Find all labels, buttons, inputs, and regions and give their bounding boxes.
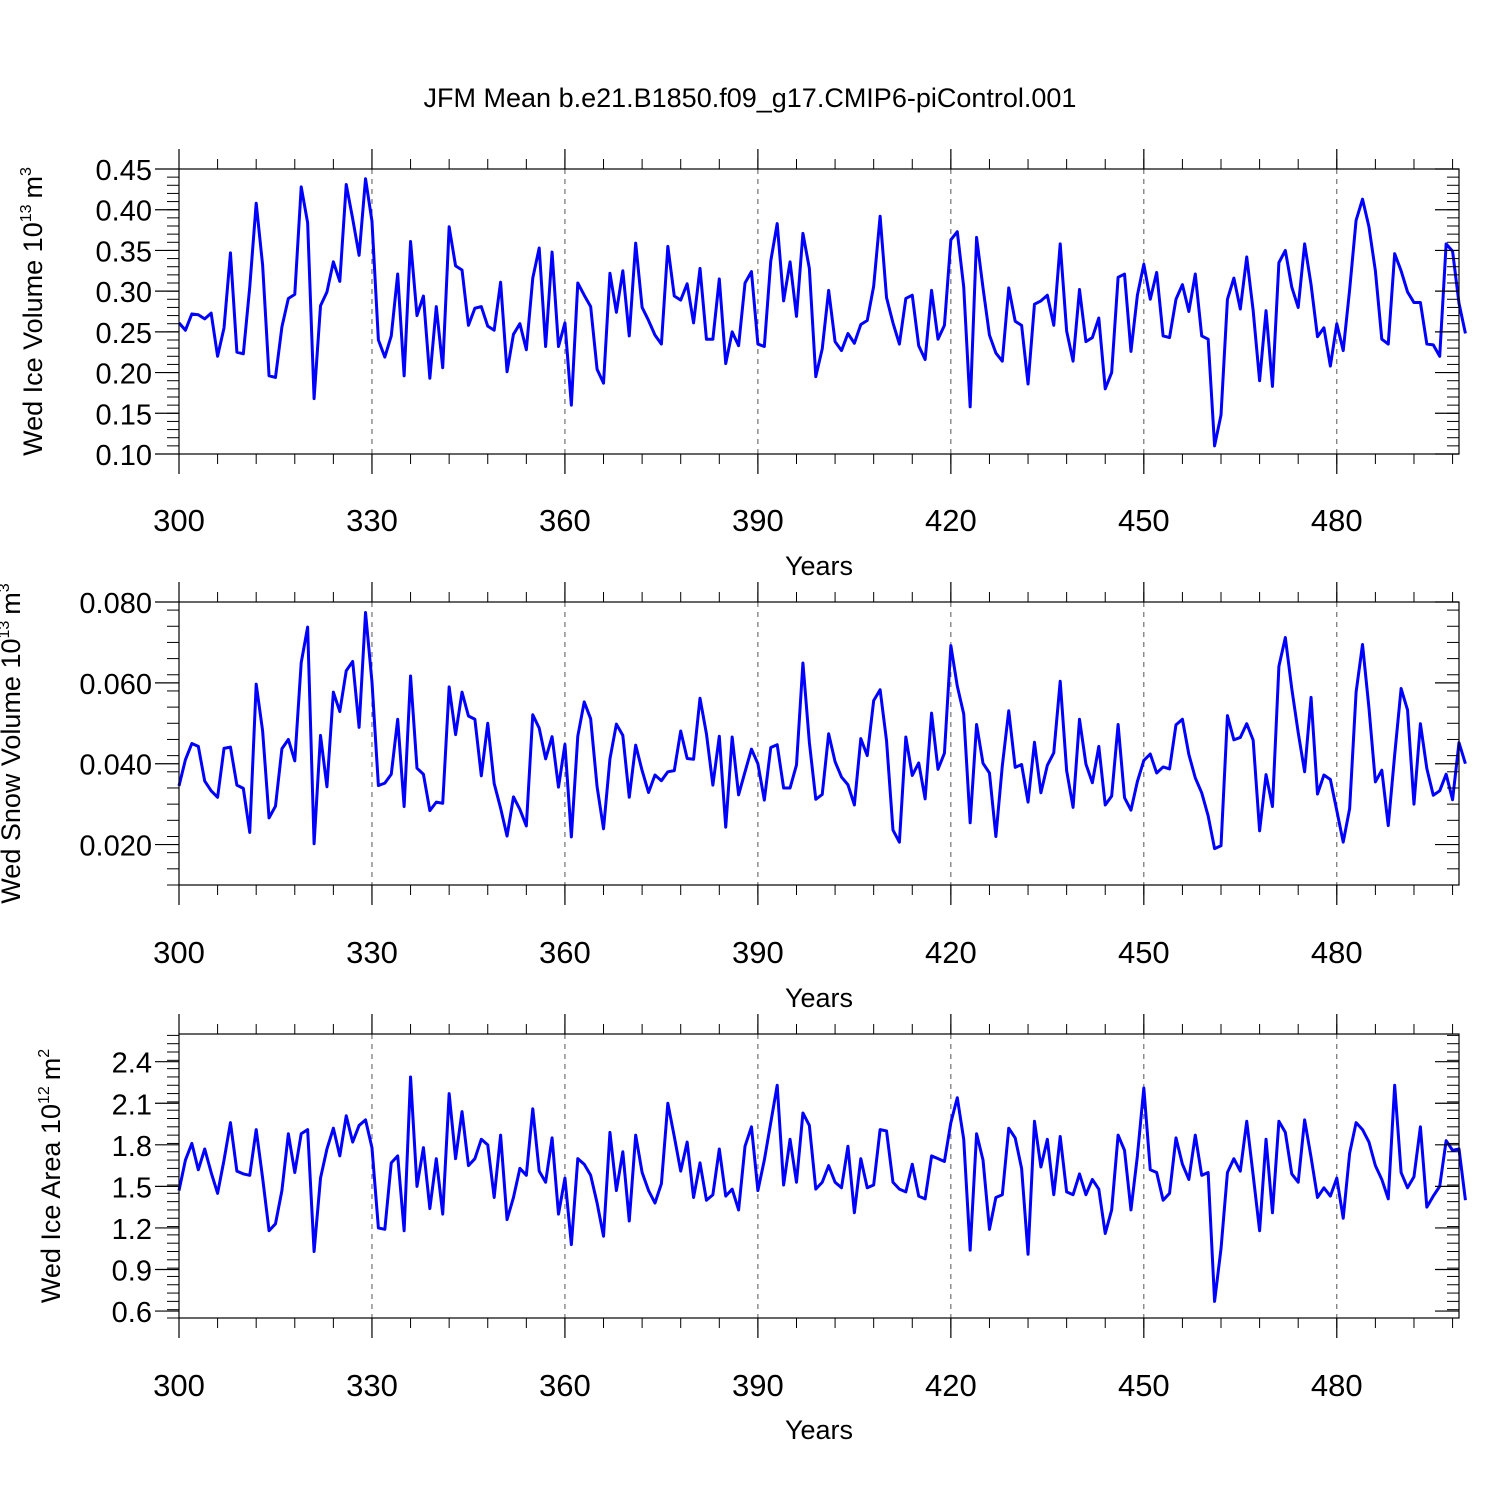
- y-axis-label-exponent: 13: [18, 204, 35, 222]
- y-tick-label: 0.10: [96, 440, 152, 472]
- y-axis-label: Wed Ice Volume 1013 m3: [18, 167, 48, 456]
- y-axis-label-unit: m: [36, 1058, 66, 1081]
- x-tick-label: 360: [539, 503, 591, 538]
- x-tick-label: 300: [153, 935, 205, 970]
- x-tick-label: 300: [153, 503, 205, 538]
- x-tick-label: 390: [732, 935, 784, 970]
- x-tick-label: 360: [539, 1368, 591, 1403]
- y-axis-label: Wed Ice Area 1012 m2: [36, 1049, 66, 1303]
- y-tick-label: 0.040: [79, 750, 152, 782]
- y-axis-label-unit: m: [18, 176, 48, 199]
- data-series-line: [177, 177, 1467, 448]
- y-tick-label: 1.8: [112, 1131, 152, 1163]
- y-tick-label: 0.30: [96, 277, 152, 309]
- x-tick-label: 360: [539, 935, 591, 970]
- figure-title: JFM Mean b.e21.B1850.f09_g17.CMIP6-piCon…: [424, 83, 1077, 113]
- x-tick-label: 420: [925, 503, 977, 538]
- y-axis-label-exponent: 12: [36, 1086, 53, 1104]
- y-tick-label: 0.45: [96, 155, 152, 187]
- y-axis-label-text: Wed Snow Volume 10: [0, 639, 26, 904]
- x-tick-label: 480: [1311, 503, 1363, 538]
- x-tick-label: 330: [346, 1368, 398, 1403]
- plot-frame: [178, 601, 1460, 886]
- y-tick-label: 0.060: [79, 669, 152, 701]
- y-tick-label: 1.2: [112, 1214, 152, 1246]
- panel-snow-volume: 300 330 360 390 420 450 480 Years 0.020 0.040 0.06…: [0, 582, 1467, 1013]
- y-tick-label: 0.080: [79, 588, 152, 620]
- panel-ice-volume: 300 330 360 390 420 450 480 Years 0.10 0.15 0.20 0.…: [18, 149, 1467, 581]
- y-axis-label-unit-exponent: 2: [36, 1049, 53, 1058]
- y-axis-label-text: Wed Ice Volume 10: [18, 222, 48, 456]
- y-tick-label: 0.35: [96, 236, 152, 268]
- y-tick-label: 0.40: [96, 196, 152, 228]
- x-tick-label: 420: [925, 935, 977, 970]
- data-series-line: [177, 611, 1467, 851]
- data-series-line: [177, 1075, 1467, 1303]
- y-tick-label: 0.6: [112, 1297, 152, 1329]
- x-axis-label: Years: [785, 551, 853, 581]
- y-tick-label: 0.020: [79, 831, 152, 863]
- y-axis-label-unit-exponent: 3: [0, 583, 13, 592]
- x-tick-label: 450: [1118, 1368, 1170, 1403]
- x-tick-label: 390: [732, 503, 784, 538]
- y-axis-label-text: Wed Ice Area 10: [36, 1104, 66, 1303]
- x-tick-label: 480: [1311, 1368, 1363, 1403]
- y-axis-label-exponent: 13: [0, 621, 13, 639]
- y-axis-label-unit-exponent: 3: [18, 167, 35, 176]
- y-tick-label: 1.5: [112, 1172, 152, 1204]
- y-tick-label: 2.1: [112, 1089, 152, 1121]
- x-axis-label: Years: [785, 983, 853, 1013]
- panel-ice-area: 300 330 360 390 420 450 480 Years 0.6 0.9 1.2 1.5 1.…: [36, 1014, 1467, 1445]
- y-tick-label: 0.20: [96, 359, 152, 391]
- y-axis-label-unit: m: [0, 592, 26, 615]
- x-axis-label: Years: [785, 1415, 853, 1445]
- x-tick-label: 420: [925, 1368, 977, 1403]
- y-tick-label: 0.25: [96, 318, 152, 350]
- x-tick-label: 390: [732, 1368, 784, 1403]
- y-axis-label: Wed Snow Volume 1013 m3: [0, 583, 26, 903]
- x-tick-label: 450: [1118, 935, 1170, 970]
- plot-frame: [178, 168, 1460, 455]
- x-tick-label: 330: [346, 503, 398, 538]
- x-tick-label: 330: [346, 935, 398, 970]
- x-tick-label: 480: [1311, 935, 1363, 970]
- x-tick-label: 300: [153, 1368, 205, 1403]
- y-tick-label: 0.15: [96, 399, 152, 431]
- plot-frame: [178, 1033, 1460, 1319]
- x-tick-label: 450: [1118, 503, 1170, 538]
- y-tick-label: 2.4: [112, 1048, 152, 1080]
- y-tick-label: 0.9: [112, 1256, 152, 1288]
